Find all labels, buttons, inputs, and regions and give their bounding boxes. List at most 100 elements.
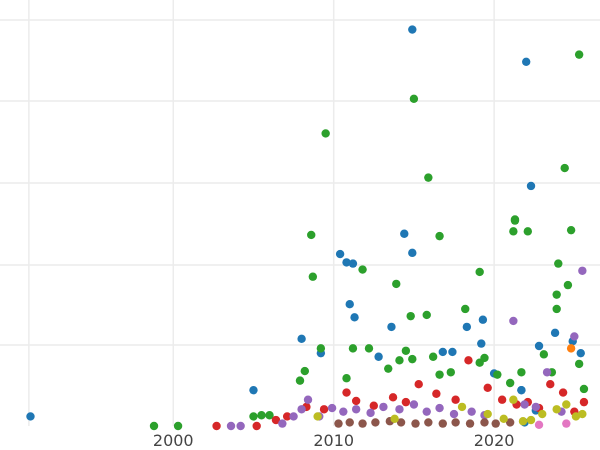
data-point (517, 368, 526, 377)
data-point (562, 400, 571, 409)
data-point (282, 412, 292, 421)
data-point (560, 163, 569, 173)
data-point (392, 279, 401, 289)
data-point (379, 402, 388, 412)
data-point (446, 368, 456, 377)
data-point (345, 300, 354, 309)
data-point (395, 405, 404, 414)
data-point (249, 412, 258, 421)
data-point (539, 350, 549, 359)
data-point (408, 248, 417, 258)
data-point (342, 258, 351, 267)
data-point (480, 418, 489, 427)
data-point (505, 378, 515, 388)
data-point (252, 421, 261, 431)
data-point (542, 368, 552, 377)
data-point (566, 344, 576, 353)
data-point (558, 388, 568, 397)
data-point (579, 384, 589, 394)
data-point (461, 304, 470, 314)
data-point (493, 370, 502, 379)
data-point (339, 407, 348, 416)
data-point (271, 415, 281, 425)
data-point (518, 417, 528, 426)
data-point (499, 414, 508, 424)
data-point (388, 393, 398, 402)
data-point (451, 418, 460, 427)
data-point (265, 411, 274, 420)
data-point (546, 380, 555, 389)
data-point (308, 272, 318, 281)
data-point (342, 374, 351, 383)
data-point (316, 344, 326, 353)
data-point (401, 346, 411, 355)
data-point (576, 348, 585, 358)
data-point (552, 304, 561, 314)
data-point (578, 266, 587, 275)
data-point (257, 411, 266, 420)
data-point (236, 421, 245, 431)
data-point (319, 405, 329, 414)
data-point (366, 408, 375, 418)
data-point (307, 230, 316, 240)
data-point (334, 419, 343, 428)
data-point (345, 418, 354, 427)
data-point (491, 419, 500, 428)
data-point (295, 376, 305, 385)
data-point (289, 412, 298, 421)
data-point (424, 418, 433, 427)
data-point (358, 265, 367, 274)
data-point (414, 380, 423, 389)
data-point (422, 407, 431, 416)
data-point (411, 419, 420, 428)
data-point (475, 267, 484, 277)
data-point (297, 405, 306, 414)
data-point (432, 389, 441, 398)
data-point (457, 402, 467, 412)
data-point (408, 25, 417, 34)
data-point (384, 364, 393, 373)
data-point (358, 419, 367, 428)
data-point (390, 414, 399, 424)
data-point (387, 322, 396, 332)
data-point (300, 366, 310, 376)
data-point (497, 395, 507, 404)
data-point (478, 315, 488, 324)
data-point (327, 403, 337, 413)
data-point (313, 412, 322, 421)
x-tick-label: 2000 (153, 431, 194, 450)
data-point (534, 341, 544, 351)
data-point (401, 397, 411, 407)
data-point (351, 396, 361, 406)
data-point (523, 227, 533, 236)
data-point (212, 421, 221, 431)
data-point (477, 339, 486, 348)
data-point (554, 259, 563, 268)
data-point (424, 173, 433, 182)
data-point (509, 316, 518, 326)
data-point (578, 409, 587, 419)
data-point (526, 415, 536, 425)
data-point (509, 227, 518, 236)
data-point (562, 419, 571, 428)
data-point (173, 421, 183, 431)
data-point (348, 344, 358, 353)
data-point (321, 129, 330, 138)
data-point (428, 352, 438, 361)
data-point (563, 280, 573, 290)
data-point (517, 385, 526, 395)
data-point (400, 229, 409, 238)
data-point (371, 418, 380, 427)
data-point (422, 310, 431, 320)
data-point (26, 412, 35, 421)
data-point (448, 347, 457, 357)
data-point (538, 409, 547, 419)
data-point (449, 409, 459, 419)
data-point (226, 421, 236, 431)
data-point (451, 395, 460, 404)
data-point (522, 57, 531, 66)
data-point (465, 419, 475, 428)
x-tick-labels: 2000 2010 2020 (153, 431, 515, 450)
data-points (26, 25, 589, 431)
